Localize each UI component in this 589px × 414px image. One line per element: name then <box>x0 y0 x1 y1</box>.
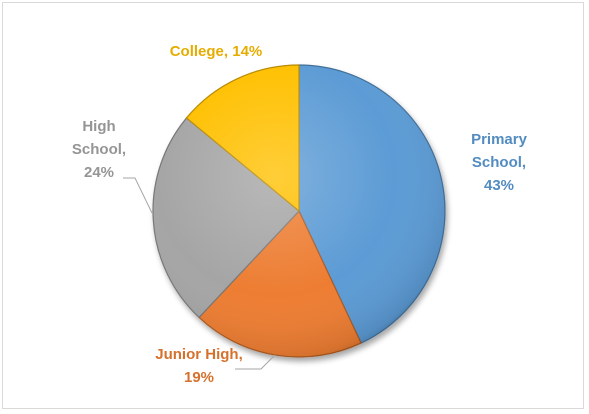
data-label-primary-school: Primary School, 43% <box>471 131 528 194</box>
pie-chart: Primary School, 43% Junior High, 19% High Scho… <box>72 43 528 386</box>
leader-line-junior-high <box>235 354 276 370</box>
leader-line-high-school <box>123 177 153 214</box>
data-label-high-school: High School, 24% <box>72 118 126 181</box>
chart-area: Primary School, 43% Junior High, 19% High Scho… <box>2 2 584 409</box>
data-label-junior-high: Junior High, 19% <box>155 346 243 386</box>
data-label-college: College, 14% <box>170 43 263 60</box>
